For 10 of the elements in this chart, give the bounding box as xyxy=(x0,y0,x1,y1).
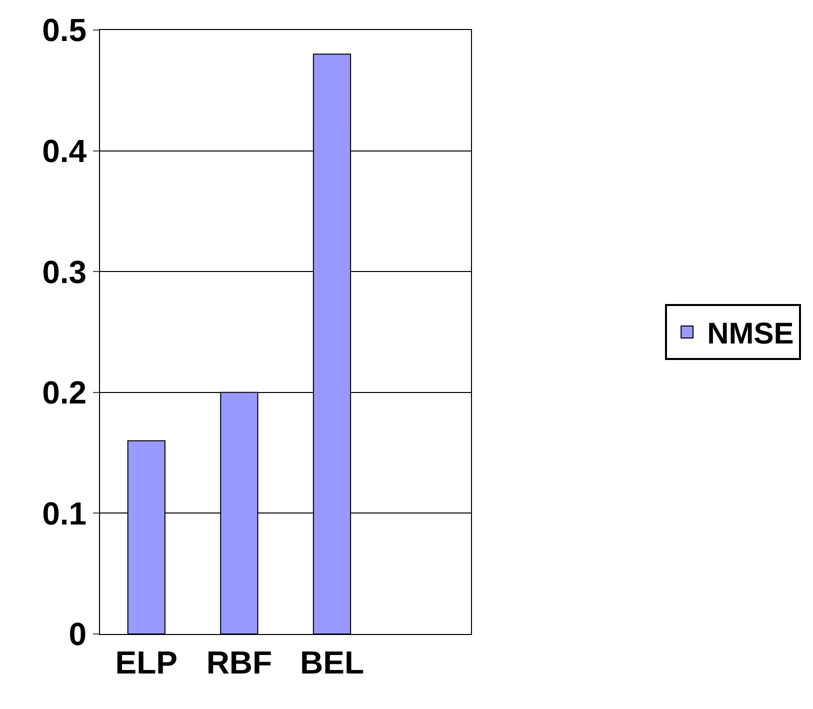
y-tick-label: 0.3 xyxy=(42,254,87,290)
y-tick-label: 0.2 xyxy=(42,374,87,411)
y-tick-label: 0.5 xyxy=(42,12,87,48)
y-tick-label: 0.1 xyxy=(42,495,87,532)
legend-label: NMSE xyxy=(707,318,794,351)
y-tick-label: 0.4 xyxy=(42,133,87,169)
x-tick-label: BEL xyxy=(300,644,364,680)
y-tick-label: 0 xyxy=(68,616,87,652)
x-tick-label: RBF xyxy=(206,644,272,680)
x-tick-label: ELP xyxy=(115,644,178,680)
